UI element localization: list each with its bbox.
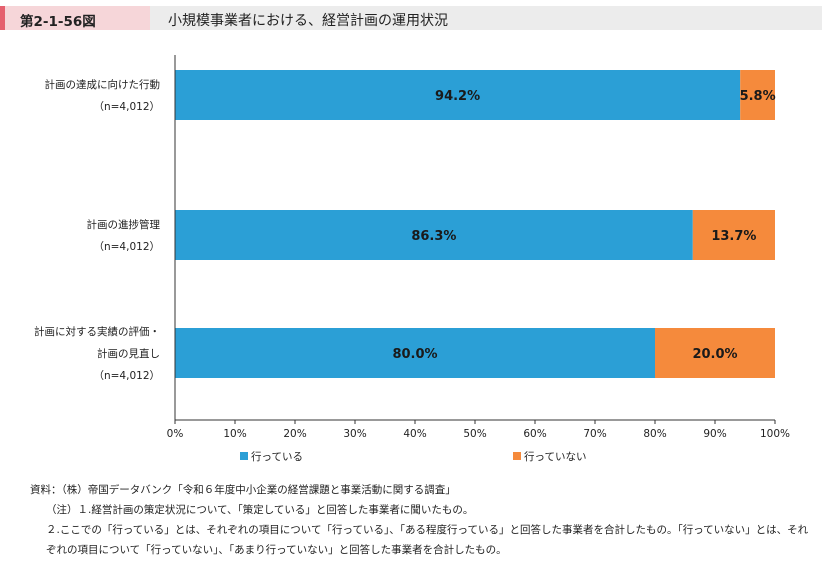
legend-swatch-1: [240, 452, 248, 460]
category-label-3-line-1: 計画に対する実績の評価・: [34, 325, 160, 338]
bar-done-3: [175, 328, 655, 378]
bar-done-1: [175, 70, 741, 120]
x-tick-label-3: 20%: [283, 428, 306, 440]
data-label-done-2: 86.3%: [411, 229, 456, 244]
category-label-1-line-2: （n=4,012）: [93, 101, 160, 113]
data-label-done-3: 80.0%: [392, 347, 437, 362]
figure-title: 小規模事業者における、経営計画の運用状況: [168, 13, 448, 29]
bar-done-2: [175, 210, 693, 260]
figure-number-tag: 第2-1-56図: [0, 6, 150, 30]
x-tick-label-2: 10%: [223, 428, 246, 440]
x-tick-label-8: 70%: [583, 428, 606, 440]
x-tick-label-4: 30%: [343, 428, 366, 440]
x-tick-label-6: 50%: [463, 428, 486, 440]
note-1: （注）１.経営計画の策定状況について、「策定している」と回答した事業者に聞いたも…: [46, 504, 474, 516]
x-tick-label-9: 80%: [643, 428, 666, 440]
category-label-1-line-1: 計画の達成に向けた行動: [45, 78, 161, 91]
legend-swatch-2: [513, 452, 521, 460]
data-label-not-done-2: 13.7%: [711, 229, 756, 244]
source-note: 資料：（株）帝国データバンク「令和６年度中小企業の経営課題と事業活動に関する調査…: [30, 484, 456, 496]
category-label-2-line-1: 計画の進捗管理: [87, 218, 161, 231]
x-tick-label-1: 0%: [167, 428, 184, 440]
stacked-bar-chart: 94.2% 5.8% 計画の達成に向けた行動 （n=4,012） 86.3% 13.7% 計…: [34, 55, 790, 463]
data-label-not-done-3: 20.0%: [692, 347, 737, 362]
legend-label-2: 行っていない: [524, 450, 586, 463]
bar-not-done-3: [655, 328, 775, 378]
data-label-not-done-1: 5.8%: [740, 89, 776, 104]
x-tick-label-11: 100%: [760, 428, 790, 440]
x-tick-label-7: 60%: [523, 428, 546, 440]
note-2: ２.ここでの「行っている」とは、それぞれの項目について「行っている」、「ある程度…: [46, 524, 809, 556]
bar-not-done-1: [740, 70, 775, 120]
legend-label-1: 行っている: [251, 450, 303, 463]
figure-tag-accent: [0, 6, 5, 30]
category-label-3-line-2: 計画の見直し: [97, 347, 160, 360]
x-tick-label-10: 90%: [703, 428, 726, 440]
notes: 資料：（株）帝国データバンク「令和６年度中小企業の経営課題と事業活動に関する調査…: [30, 480, 810, 560]
data-label-done-1: 94.2%: [435, 89, 480, 104]
x-tick-label-5: 40%: [403, 428, 426, 440]
category-label-2-line-2: （n=4,012）: [93, 241, 160, 253]
figure-number: 第2-1-56図: [20, 14, 96, 30]
figure-header: 第2-1-56図 小規模事業者における、経営計画の運用状況: [0, 6, 822, 30]
category-label-3-line-3: （n=4,012）: [93, 370, 160, 382]
bar-not-done-2: [692, 210, 775, 260]
